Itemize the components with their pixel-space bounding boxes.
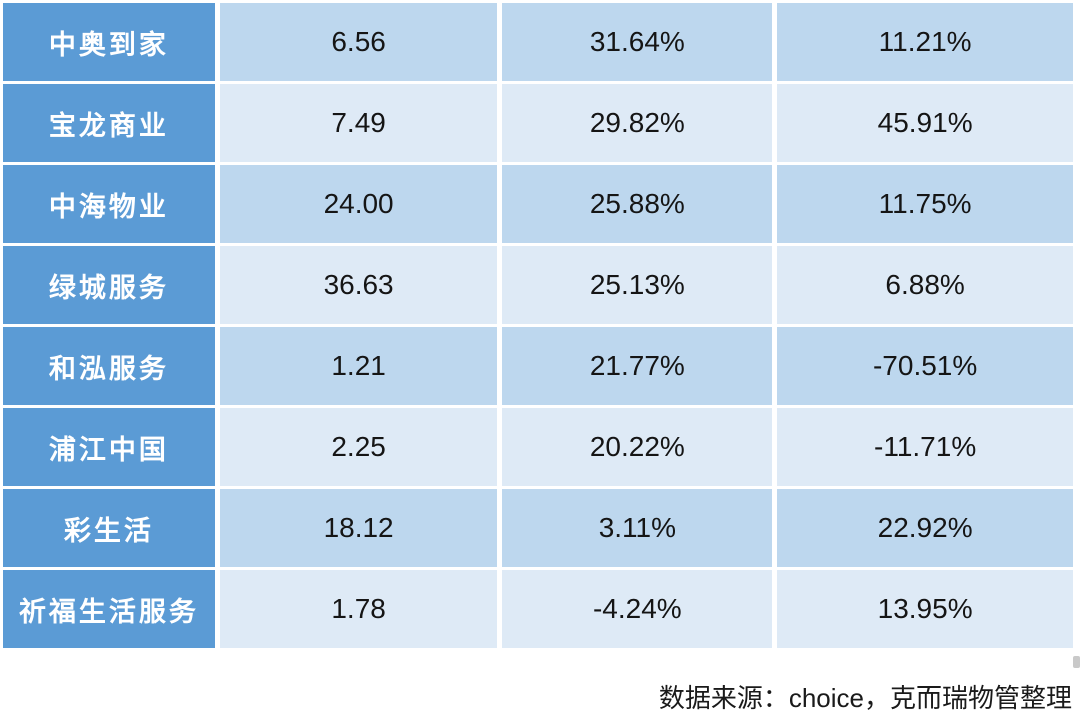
value-cell: 6.88% (777, 246, 1073, 324)
value-cell: 31.64% (502, 3, 773, 81)
value-cell: 18.12 (219, 489, 498, 567)
scrollbar-artifact (1073, 656, 1080, 668)
value-cell: 21.77% (502, 327, 773, 405)
table-row: 浦江中国 2.25 20.22% -11.71% (3, 408, 1073, 486)
value-cell: 20.22% (502, 408, 773, 486)
value-cell: -70.51% (777, 327, 1073, 405)
table-row: 中奥到家 6.56 31.64% 11.21% (3, 3, 1073, 81)
value-cell: 2.25 (219, 408, 498, 486)
company-name-cell: 和泓服务 (3, 327, 215, 405)
value-cell: 6.56 (219, 3, 498, 81)
table-row: 祈福生活服务 1.78 -4.24% 13.95% (3, 570, 1073, 648)
table-row: 彩生活 18.12 3.11% 22.92% (3, 489, 1073, 567)
value-cell: 11.75% (777, 165, 1073, 243)
value-cell: 25.88% (502, 165, 773, 243)
value-cell: 25.13% (502, 246, 773, 324)
company-name-cell: 绿城服务 (3, 246, 215, 324)
table-row: 绿城服务 36.63 25.13% 6.88% (3, 246, 1073, 324)
value-cell: -11.71% (777, 408, 1073, 486)
company-name-cell: 中奥到家 (3, 3, 215, 81)
table-row: 和泓服务 1.21 21.77% -70.51% (3, 327, 1073, 405)
company-name-cell: 中海物业 (3, 165, 215, 243)
company-name-cell: 祈福生活服务 (3, 570, 215, 648)
data-source-note: 数据来源：choice，克而瑞物管整理 (658, 683, 1072, 713)
value-cell: 11.21% (777, 3, 1073, 81)
value-cell: 36.63 (219, 246, 498, 324)
value-cell: 1.78 (219, 570, 498, 648)
value-cell: 3.11% (502, 489, 773, 567)
table-row: 中海物业 24.00 25.88% 11.75% (3, 165, 1073, 243)
table-row: 宝龙商业 7.49 29.82% 45.91% (3, 84, 1073, 162)
value-cell: 22.92% (777, 489, 1073, 567)
value-cell: 7.49 (219, 84, 498, 162)
company-name-cell: 宝龙商业 (3, 84, 215, 162)
company-name-cell: 彩生活 (3, 489, 215, 567)
value-cell: 29.82% (502, 84, 773, 162)
value-cell: 24.00 (219, 165, 498, 243)
value-cell: 45.91% (777, 84, 1073, 162)
data-table: 中奥到家 6.56 31.64% 11.21% 宝龙商业 7.49 29.82%… (3, 3, 1073, 648)
value-cell: -4.24% (502, 570, 773, 648)
company-name-cell: 浦江中国 (3, 408, 215, 486)
value-cell: 1.21 (219, 327, 498, 405)
value-cell: 13.95% (777, 570, 1073, 648)
